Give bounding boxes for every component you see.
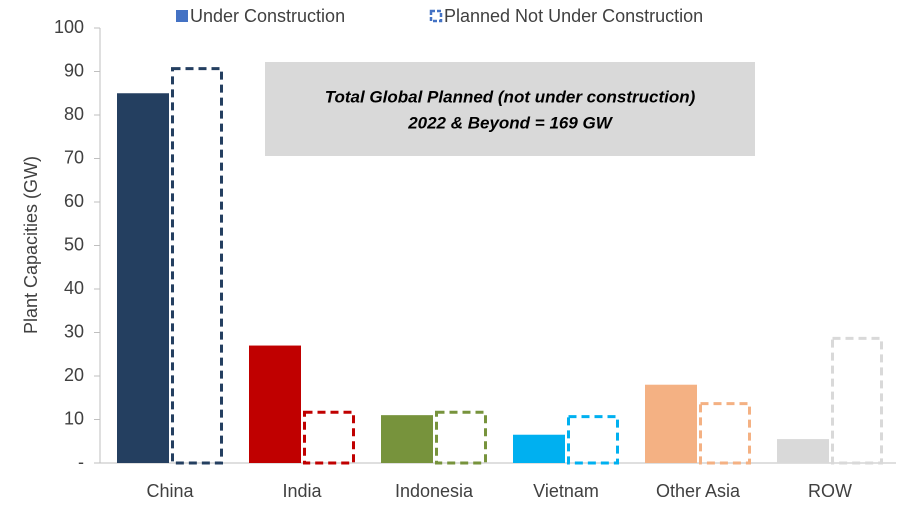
y-tick-label: 100: [54, 17, 84, 37]
bar: [435, 410, 487, 465]
x-tick-label: ROW: [808, 481, 852, 501]
bar: [117, 93, 169, 463]
bar: [645, 384, 697, 463]
bar: [777, 439, 829, 463]
legend-label: Planned Not Under Construction: [444, 6, 703, 26]
bar: [831, 336, 883, 465]
y-tick-label: 30: [64, 321, 84, 341]
y-tick-label: 20: [64, 365, 84, 385]
y-tick-label: 60: [64, 191, 84, 211]
x-tick-label: India: [282, 481, 322, 501]
y-tick-label: 80: [64, 104, 84, 124]
bar: [249, 345, 301, 463]
bar: [381, 415, 433, 463]
bar: [699, 402, 751, 465]
annotation-box: [265, 62, 755, 156]
x-tick-label: Indonesia: [395, 481, 474, 501]
bar: [567, 415, 619, 465]
bar: [171, 67, 223, 465]
y-tick-label: 50: [64, 234, 84, 254]
y-tick-label: -: [78, 452, 84, 472]
x-tick-label: China: [146, 481, 194, 501]
x-tick-label: Other Asia: [656, 481, 741, 501]
y-tick-label: 40: [64, 278, 84, 298]
legend-label: Under Construction: [190, 6, 345, 26]
x-tick-label: Vietnam: [533, 481, 599, 501]
legend-swatch: [176, 10, 188, 22]
legend-swatch: [429, 9, 443, 23]
y-axis-label: Plant Capacities (GW): [21, 156, 41, 334]
y-tick-label: 10: [64, 408, 84, 428]
bar: [513, 434, 565, 463]
y-tick-label: 90: [64, 60, 84, 80]
bar: [303, 410, 355, 465]
annotation: 2022 & Beyond = 169 GW: [407, 113, 614, 132]
y-tick-label: 70: [64, 147, 84, 167]
annotation: Total Global Planned (not under construc…: [325, 87, 696, 106]
